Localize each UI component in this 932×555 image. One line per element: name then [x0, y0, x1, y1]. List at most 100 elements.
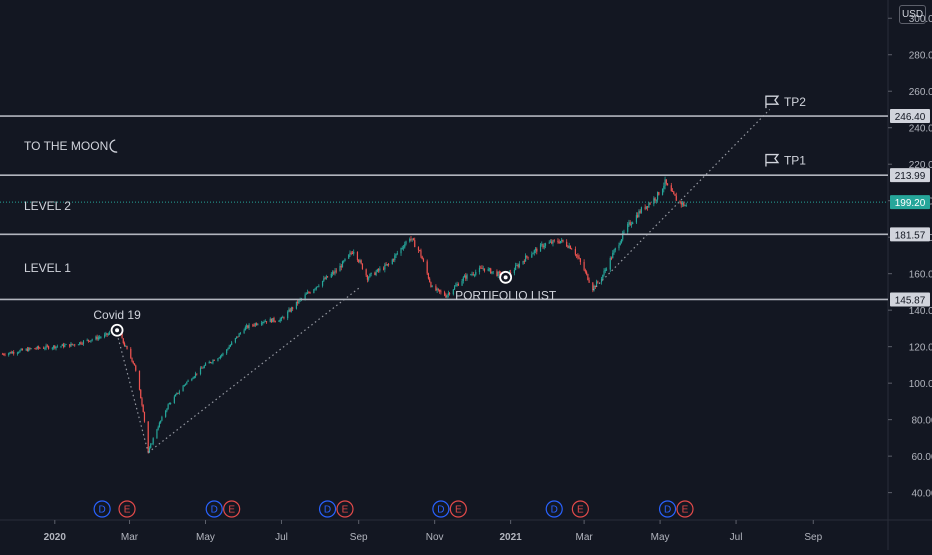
- candle-body: [557, 240, 559, 243]
- earnings-event-icon[interactable]: E: [336, 500, 354, 518]
- dividend-event-icon[interactable]: D: [318, 500, 337, 518]
- candle-body: [279, 319, 281, 322]
- candle-body: [645, 206, 647, 209]
- level-price-label: 246.40: [895, 112, 926, 123]
- event-circle: [658, 500, 677, 518]
- candle-body: [107, 333, 109, 335]
- candle-body: [307, 292, 309, 294]
- candle-body: [121, 332, 123, 339]
- candle-body: [97, 337, 99, 340]
- candle-body: [551, 241, 553, 244]
- candle-body: [140, 389, 142, 399]
- candle-body: [391, 259, 393, 265]
- candle-body: [295, 301, 298, 309]
- candle-body: [445, 295, 447, 298]
- candle-body: [272, 318, 274, 323]
- dividend-event-icon[interactable]: D: [658, 500, 677, 518]
- dividend-event-icon[interactable]: D: [432, 500, 450, 518]
- candle-body: [9, 352, 11, 354]
- earnings-event-icon[interactable]: E: [571, 500, 589, 518]
- candle-body: [542, 244, 544, 248]
- candle-body: [8, 353, 10, 356]
- candle-body: [209, 361, 212, 363]
- annotation-marker-dot: [503, 275, 508, 280]
- currency-button[interactable]: USD: [899, 5, 926, 24]
- candle-body: [70, 343, 72, 347]
- earnings-event-icon[interactable]: E: [449, 500, 467, 518]
- candle-body: [265, 321, 268, 323]
- candle-body: [562, 239, 564, 242]
- candle-body: [348, 254, 350, 259]
- dividend-event-icon[interactable]: D: [545, 500, 563, 518]
- candle-body: [665, 179, 667, 184]
- candle-body: [579, 258, 581, 262]
- candle-body: [213, 360, 215, 361]
- candle-body: [396, 253, 398, 255]
- candle-body: [289, 309, 291, 312]
- candle-body: [274, 321, 276, 322]
- candle-body: [10, 352, 12, 354]
- candle-body: [422, 259, 425, 262]
- candle-body: [34, 348, 36, 350]
- candle-body: [202, 367, 204, 369]
- candle-body: [523, 260, 525, 262]
- price-tick-label: 120.00: [909, 343, 932, 354]
- candle-body: [81, 343, 83, 345]
- candle-body: [605, 269, 608, 271]
- candle-body: [491, 271, 493, 274]
- zone-label: TO THE MOON: [24, 139, 108, 153]
- candle-body: [583, 261, 585, 271]
- candle-body: [517, 265, 519, 267]
- candle-body: [177, 392, 179, 394]
- candle-body: [234, 338, 236, 343]
- candle-body: [333, 272, 335, 274]
- candle-body: [654, 198, 656, 201]
- candle-body: [628, 222, 630, 224]
- candle-body: [248, 324, 250, 328]
- candle-body: [56, 346, 58, 348]
- earnings-event-icon[interactable]: E: [223, 500, 241, 518]
- candle-body: [74, 344, 76, 346]
- event-letter: E: [682, 505, 689, 516]
- earnings-event-icon[interactable]: E: [676, 500, 694, 518]
- annotation-label: Covid 19: [93, 308, 141, 322]
- candle-body: [481, 267, 483, 269]
- candle-body: [340, 265, 342, 268]
- candle-body: [288, 309, 290, 312]
- candle-body: [569, 245, 572, 249]
- candle-body: [166, 408, 168, 411]
- candle-body: [522, 260, 524, 264]
- candle-body: [675, 195, 677, 201]
- price-tick-label: 60.00: [911, 452, 932, 463]
- candle-body: [578, 257, 580, 259]
- level-price-tag: [890, 292, 930, 307]
- candle-body: [358, 260, 360, 262]
- price-tick-label: 300.00: [909, 14, 932, 25]
- candle-body: [457, 284, 459, 286]
- event-letter: E: [342, 505, 349, 516]
- candle-body: [194, 373, 197, 377]
- candle-body: [384, 264, 386, 270]
- candle-body: [635, 215, 638, 223]
- candle-body: [417, 247, 420, 251]
- candle-body: [25, 348, 27, 351]
- candle-body: [167, 404, 169, 409]
- candle-body: [46, 345, 48, 347]
- dividend-event-icon[interactable]: D: [93, 500, 111, 518]
- candle-body: [125, 346, 127, 347]
- candle-body: [309, 292, 311, 294]
- candle-body: [638, 211, 640, 218]
- candle-body: [653, 198, 655, 204]
- candle-body: [157, 427, 159, 430]
- level-price-label: 145.87: [895, 295, 926, 306]
- dividend-event-icon[interactable]: D: [205, 500, 223, 518]
- candle-body: [395, 253, 397, 256]
- earnings-event-icon[interactable]: E: [118, 500, 136, 518]
- candle-body: [51, 347, 53, 349]
- candle-body: [513, 270, 515, 274]
- candle-body: [80, 342, 82, 344]
- candle-body: [649, 203, 651, 205]
- candle-body: [20, 348, 22, 351]
